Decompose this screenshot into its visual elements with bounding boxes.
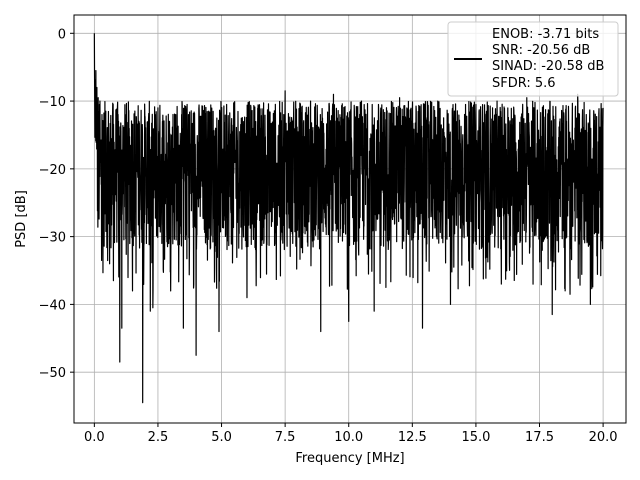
x-tick-label: 2.5 — [148, 430, 169, 445]
y-tick-label: −10 — [39, 95, 66, 110]
x-tick-label: 7.5 — [275, 430, 296, 445]
x-tick-label: 12.5 — [398, 430, 427, 445]
psd-series-line — [93, 33, 604, 404]
data-series — [93, 33, 604, 404]
y-tick-label: −20 — [39, 163, 66, 178]
legend-sfdr: SFDR: 5.6 — [492, 76, 556, 91]
y-tick-label: −50 — [39, 366, 66, 381]
x-tick-label: 5.0 — [211, 430, 232, 445]
x-tick-label: 17.5 — [525, 430, 554, 445]
legend-enob: ENOB: -3.71 bits — [492, 27, 599, 42]
x-tick-label: 20.0 — [589, 430, 618, 445]
y-tick-label: −30 — [39, 231, 66, 246]
x-tick-label: 0.0 — [84, 430, 105, 445]
legend-snr: SNR: -20.56 dB — [492, 43, 590, 58]
y-tick-label: −40 — [39, 298, 66, 313]
x-tick-label: 15.0 — [461, 430, 490, 445]
plot-frame — [73, 14, 627, 424]
x-tick-label: 10.0 — [334, 430, 363, 445]
legend: ENOB: -3.71 bits SNR: -20.56 dB SINAD: -… — [447, 21, 619, 97]
x-axis-label: Frequency [MHz] — [295, 451, 404, 466]
y-axis-label: PSD [dB] — [14, 190, 29, 248]
axis-ticks: 0.0 2.5 5.0 7.5 10.0 12.5 15.0 17.5 20.0 0 −10 −20 −… — [39, 27, 618, 445]
legend-box — [447, 21, 619, 97]
legend-sinad: SINAD: -20.58 dB — [492, 59, 604, 74]
y-tick-label: 0 — [58, 27, 66, 42]
